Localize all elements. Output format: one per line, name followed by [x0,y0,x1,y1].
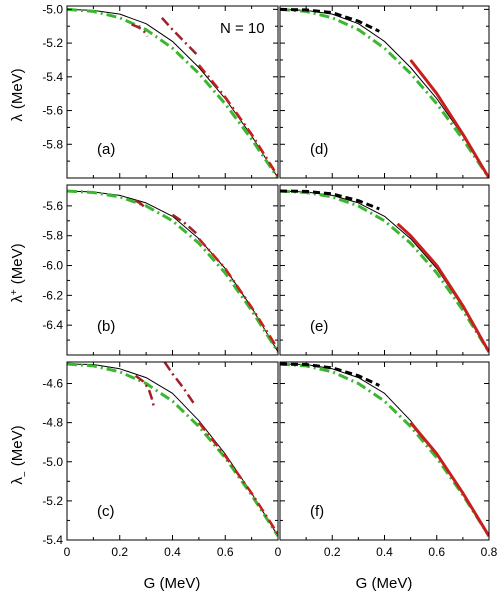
ytick-label-c-4: -5.4 [42,533,63,547]
panel-label-f: (f) [310,503,324,520]
ytick-label-a-0: -5.0 [42,2,63,16]
series-c-3 [163,362,195,404]
xtick-label-f-3: 0.8 [481,545,498,559]
series-f-2 [280,362,380,387]
panel-label-e: (e) [310,318,328,335]
xtick-label-f-0: 0.2 [324,545,341,559]
series-b-4 [197,237,278,350]
panel-label-d: (d) [310,141,328,158]
y-title-c: λ−(MeV) [9,425,31,484]
panel-label-b: (b) [97,318,115,335]
series-e-2 [280,189,380,211]
ytick-label-b-3: -6.2 [42,288,63,302]
series-a-0 [67,8,278,178]
series-d-1 [280,7,489,178]
series-b-3 [171,213,200,237]
ytick-label-a-1: -5.2 [42,36,63,50]
series-a-3 [160,16,200,58]
y-title-a: λ(MeV) [9,68,26,121]
series-c-0 [67,363,278,537]
ytick-label-c-3: -5.2 [42,494,63,508]
panel-label-a: (a) [97,141,115,158]
xtick-label-c-1: 0.2 [111,545,128,559]
ytick-label-b-0: -5.6 [42,199,63,213]
xtick-label-c-0: 0 [64,545,71,559]
annotation-n: N = 10 [220,20,265,37]
xtick-label-c-3: 0.6 [217,545,234,559]
y-title-b: λ+(MeV) [9,243,27,302]
series-e-1 [280,189,489,353]
series-d-2 [280,7,380,33]
x-title-left: G (MeV) [144,575,201,592]
series-a-1 [67,7,278,178]
ytick-label-c-1: -4.8 [42,416,63,430]
series-b-2 [134,199,147,210]
ytick-label-b-4: -6.4 [42,318,63,332]
xtick-label-c-2: 0.4 [164,545,181,559]
ytick-label-a-2: -5.4 [42,70,63,84]
series-c-4 [197,421,278,535]
ytick-label-c-2: -5.0 [42,455,63,469]
xtick-label-f-1: 0.4 [376,545,393,559]
series-f-3 [409,421,489,537]
x-title-right: G (MeV) [356,575,413,592]
panels-group: -5.0 -5.2 -5.4 -5.6 -5.8 (a) -5.6 -5.8 -6.0 -6.2 -… [42,2,497,559]
ytick-label-c-0: -4.6 [42,377,63,391]
xtick-label-c-4: 0 [275,545,282,559]
ytick-label-a-4: -5.8 [42,137,63,151]
ytick-label-b-2: -6.0 [42,259,63,273]
series-d-3 [409,59,489,178]
series-a-4 [197,64,278,177]
series-c-2 [134,374,156,408]
xtick-label-f-2: 0.6 [428,545,445,559]
series-a-2 [131,23,149,38]
series-e-3 [396,222,489,353]
panel-label-c: (c) [97,503,115,520]
ytick-label-a-3: -5.6 [42,104,63,118]
series-b-1 [67,189,278,353]
ytick-label-b-1: -5.8 [42,229,63,243]
